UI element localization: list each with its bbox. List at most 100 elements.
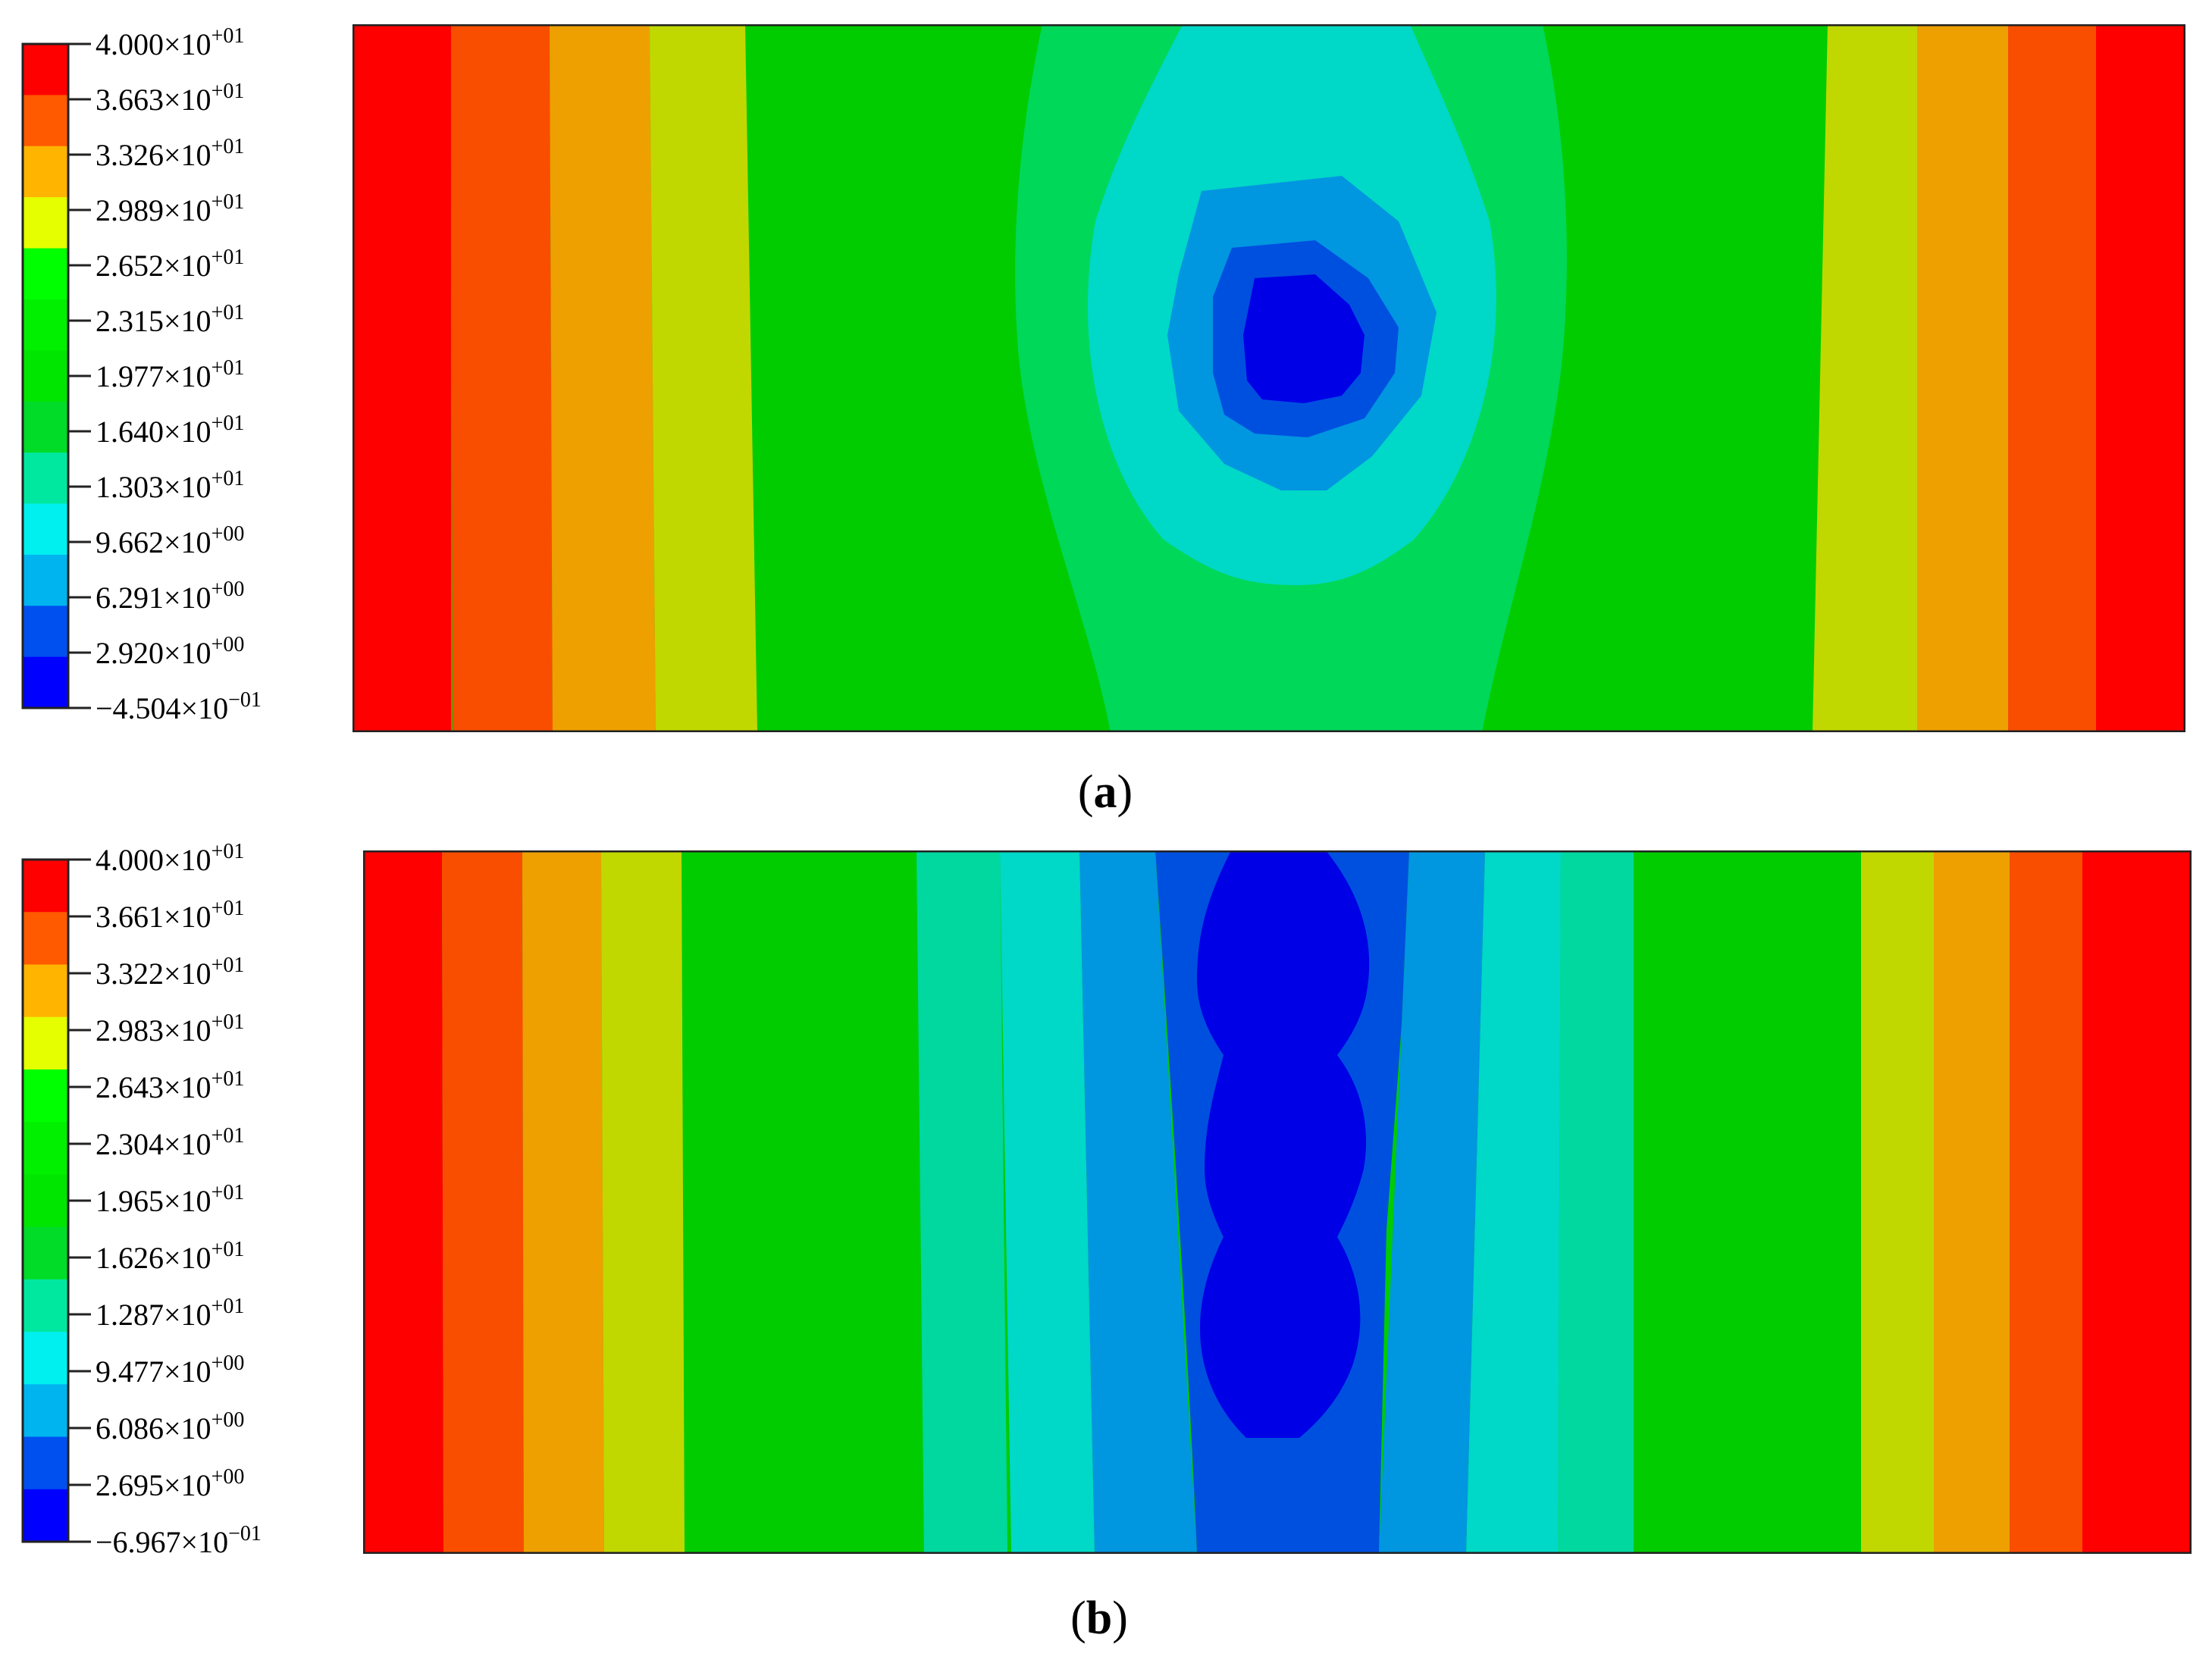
legend-swatch bbox=[23, 350, 68, 402]
legend-swatch bbox=[23, 1122, 68, 1175]
band-left-cyan bbox=[1000, 850, 1095, 1554]
legend-tick-label: 2.643×10+01 bbox=[96, 1067, 244, 1104]
legend-swatch bbox=[23, 1489, 68, 1542]
legend-tick-label: 2.652×10+01 bbox=[96, 246, 244, 283]
legend-mantissa: 3.326×10 bbox=[96, 138, 211, 172]
legend-exponent: +01 bbox=[211, 1010, 245, 1034]
legend-mantissa: 2.695×10 bbox=[96, 1468, 211, 1502]
band-left-yellow bbox=[601, 850, 685, 1554]
legend-mantissa: 3.322×10 bbox=[96, 957, 211, 991]
legend-swatch bbox=[23, 248, 68, 300]
legend-mantissa: 6.291×10 bbox=[96, 581, 211, 615]
legend-exponent: +00 bbox=[211, 1408, 245, 1432]
legend-tick-label: 9.662×10+00 bbox=[96, 522, 244, 559]
legend-exponent: +01 bbox=[211, 135, 245, 158]
legend-exponent: +01 bbox=[211, 1295, 245, 1318]
legend-swatch bbox=[23, 1174, 68, 1228]
band-right-red bbox=[2096, 24, 2185, 732]
legend-mantissa: 2.652×10 bbox=[96, 249, 211, 283]
legend-swatch bbox=[23, 1332, 68, 1385]
legend-tick-label: 6.291×10+00 bbox=[96, 578, 244, 615]
legend-exponent: +01 bbox=[211, 840, 245, 863]
band-right-orange-red bbox=[2010, 850, 2082, 1554]
legend-exponent: +01 bbox=[211, 246, 245, 269]
legend-mantissa: 3.661×10 bbox=[96, 900, 211, 934]
legend-swatch bbox=[23, 554, 68, 606]
contour-a-deep-blue bbox=[1243, 274, 1364, 403]
legend-exponent: −01 bbox=[228, 1522, 262, 1546]
legend-exponent: +01 bbox=[211, 356, 245, 380]
panel-b: 4.000×10+013.661×10+013.322×10+012.983×1… bbox=[21, 840, 2192, 1644]
legend-exponent: +01 bbox=[211, 954, 245, 977]
legend-tick-label: 2.695×10+00 bbox=[96, 1465, 244, 1502]
legend-exponent: +00 bbox=[211, 1465, 245, 1489]
legend-tick-label: 2.983×10+01 bbox=[96, 1010, 244, 1048]
legend-swatch bbox=[23, 860, 68, 913]
band-left-mint bbox=[916, 850, 1007, 1554]
legend-swatch bbox=[23, 401, 68, 453]
panel-letter-b: b bbox=[1086, 1593, 1112, 1644]
legend-tick-label: 3.326×10+01 bbox=[96, 135, 244, 172]
legend-tick-label: −4.504×10−01 bbox=[96, 688, 262, 725]
legend-tick-label: 3.661×10+01 bbox=[96, 897, 244, 934]
legend-exponent: +01 bbox=[211, 1067, 245, 1091]
legend-tick-label: 2.304×10+01 bbox=[96, 1124, 244, 1161]
legend-mantissa: 2.643×10 bbox=[96, 1070, 211, 1104]
legend-exponent: +00 bbox=[211, 578, 245, 601]
legend-tick-label: 4.000×10+01 bbox=[96, 840, 244, 877]
panel-label-b: (b) bbox=[1070, 1593, 1128, 1644]
band-left-orange-red bbox=[451, 24, 553, 732]
legend-exponent: +01 bbox=[211, 190, 245, 214]
panel-a: 4.000×10+013.663×10+013.326×10+012.989×1… bbox=[21, 24, 2185, 818]
plot-frame-b bbox=[363, 850, 2192, 1554]
legend-tick-label: 2.989×10+01 bbox=[96, 190, 244, 227]
band-left-sky bbox=[1079, 850, 1197, 1554]
legend-mantissa: 4.000×10 bbox=[96, 27, 211, 61]
legend-swatch bbox=[23, 1226, 68, 1280]
legend-tick-label: 3.663×10+01 bbox=[96, 80, 244, 117]
legend-mantissa: 9.662×10 bbox=[96, 525, 211, 559]
contour-plot-b bbox=[363, 850, 2192, 1554]
legend-exponent: +01 bbox=[211, 1238, 245, 1261]
legend-tick-label: 1.640×10+01 bbox=[96, 412, 244, 449]
legend-exponent: +01 bbox=[211, 80, 245, 103]
band-right-orange-red bbox=[2008, 24, 2096, 732]
legend-a: 4.000×10+013.663×10+013.326×10+012.989×1… bbox=[21, 24, 262, 725]
legend-exponent: +01 bbox=[211, 1181, 245, 1204]
band-left-orange bbox=[522, 850, 604, 1554]
legend-swatch bbox=[23, 453, 68, 504]
band-right-orange bbox=[1934, 850, 2010, 1554]
legend-exponent: +01 bbox=[211, 301, 245, 324]
panel-label-a: (a) bbox=[1078, 766, 1133, 818]
legend-mantissa: 2.983×10 bbox=[96, 1013, 211, 1048]
legend-mantissa: 9.477×10 bbox=[96, 1355, 211, 1389]
legend-b-swatches bbox=[21, 858, 70, 1543]
panel-letter-a: a bbox=[1094, 766, 1117, 818]
legend-swatch bbox=[23, 1069, 68, 1123]
legend-mantissa: 1.626×10 bbox=[96, 1241, 211, 1275]
legend-tick-label: 3.322×10+01 bbox=[96, 954, 244, 991]
legend-mantissa: 2.304×10 bbox=[96, 1127, 211, 1161]
legend-swatch bbox=[23, 95, 68, 147]
legend-tick-label: 1.303×10+01 bbox=[96, 467, 244, 504]
legend-b: 4.000×10+013.661×10+013.322×10+012.983×1… bbox=[21, 840, 262, 1559]
legend-swatch bbox=[23, 964, 68, 1018]
legend-exponent: +01 bbox=[211, 897, 245, 920]
legend-mantissa: 3.663×10 bbox=[96, 83, 211, 117]
legend-mantissa: 6.086×10 bbox=[96, 1411, 211, 1445]
band-right-sky bbox=[1379, 850, 1485, 1554]
legend-mantissa: 4.000×10 bbox=[96, 843, 211, 877]
legend-mantissa: 2.989×10 bbox=[96, 193, 211, 227]
legend-mantissa: −6.967×10 bbox=[96, 1525, 228, 1559]
band-left-red bbox=[352, 24, 451, 732]
legend-tick-label: 6.086×10+00 bbox=[96, 1408, 244, 1445]
band-right-mint bbox=[1558, 850, 1634, 1554]
legend-mantissa: 1.965×10 bbox=[96, 1184, 211, 1218]
legend-mantissa: 1.287×10 bbox=[96, 1298, 211, 1332]
legend-tick-label: 1.287×10+01 bbox=[96, 1295, 244, 1332]
legend-a-swatches bbox=[21, 42, 70, 709]
band-left-yellow bbox=[650, 24, 757, 732]
legend-b-labels: 4.000×10+013.661×10+013.322×10+012.983×1… bbox=[68, 840, 262, 1559]
legend-tick-label: 9.477×10+00 bbox=[96, 1351, 244, 1389]
